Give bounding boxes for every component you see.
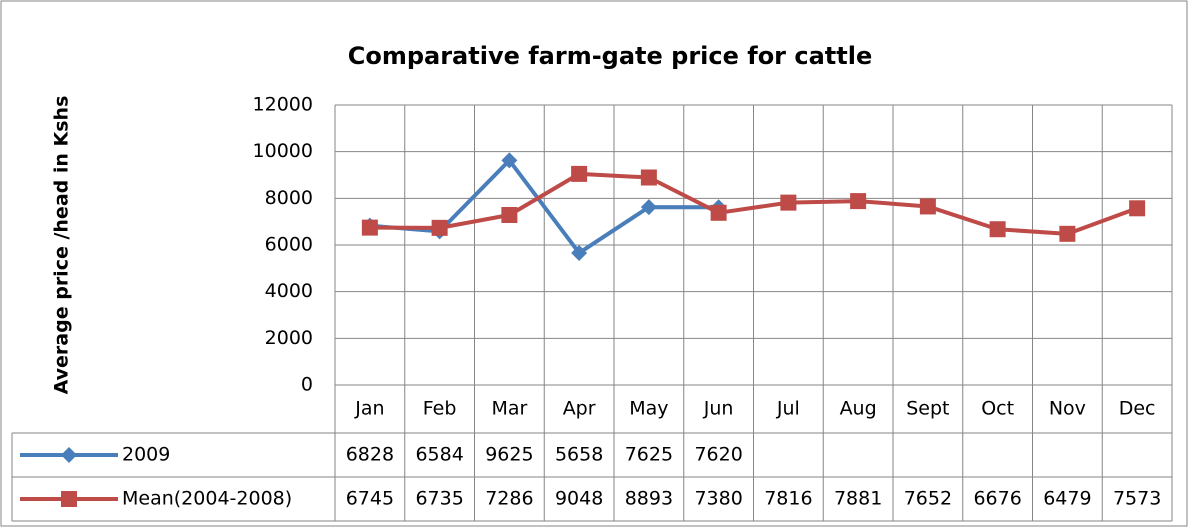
- x-tick-label: Dec: [1119, 398, 1156, 420]
- legend-label: Mean(2004-2008): [122, 488, 292, 510]
- series-marker: [640, 199, 657, 216]
- series-marker: [850, 193, 867, 210]
- x-tick-label: Feb: [423, 398, 457, 420]
- legend-marker: [61, 491, 77, 507]
- y-tick-label: 4000: [265, 280, 313, 302]
- series-marker: [501, 152, 518, 169]
- table-value: 9625: [485, 444, 533, 466]
- y-axis-title: Average price /head in Kshs: [51, 96, 73, 395]
- x-tick-label: Apr: [563, 398, 596, 420]
- y-tick-label: 8000: [265, 187, 313, 209]
- table-value: 7625: [625, 444, 673, 466]
- series-marker: [640, 169, 657, 186]
- table-value: 7620: [694, 444, 742, 466]
- table-value: 5658: [555, 444, 603, 466]
- series-marker: [1129, 200, 1146, 217]
- y-tick-label: 10000: [253, 140, 313, 162]
- table-value: 7573: [1113, 488, 1161, 510]
- x-tick-label: Jul: [776, 398, 800, 420]
- x-tick-label: Oct: [981, 398, 1014, 420]
- table-value: 6735: [415, 488, 463, 510]
- table-value: 6676: [973, 488, 1021, 510]
- legend-marker: [61, 447, 77, 463]
- table-value: 6745: [346, 488, 394, 510]
- y-tick-label: 12000: [253, 94, 313, 116]
- x-tick-label: Sept: [906, 398, 949, 420]
- series-marker: [710, 204, 727, 221]
- y-tick-label: 2000: [265, 327, 313, 349]
- series-line: [369, 158, 719, 255]
- table-value: 7881: [834, 488, 882, 510]
- series-marker: [571, 244, 588, 261]
- series-line: [369, 171, 1138, 236]
- table-value: 7380: [694, 488, 742, 510]
- series-marker: [431, 219, 448, 236]
- series-marker: [989, 221, 1006, 238]
- table-value: 7652: [904, 488, 952, 510]
- x-tick-label: Mar: [491, 398, 527, 420]
- table-value: 6584: [415, 444, 463, 466]
- y-tick-label: 0: [301, 374, 313, 396]
- y-tick-label: 6000: [265, 234, 313, 256]
- table-value: 8893: [625, 488, 673, 510]
- table-value: 6828: [346, 444, 394, 466]
- series-marker: [501, 206, 518, 223]
- series-marker: [571, 165, 588, 182]
- x-tick-label: Jan: [354, 398, 384, 420]
- series-marker: [361, 219, 378, 236]
- x-tick-label: Jun: [703, 398, 734, 420]
- table-value: 7816: [764, 488, 812, 510]
- table-value: 7286: [485, 488, 533, 510]
- table-value: 9048: [555, 488, 603, 510]
- chart-title: Comparative farm-gate price for cattle: [348, 42, 873, 70]
- legend-label: 2009: [122, 444, 170, 466]
- table-value: 6479: [1043, 488, 1091, 510]
- series-marker: [919, 198, 936, 215]
- series-marker: [1059, 225, 1076, 242]
- x-tick-label: Aug: [840, 398, 877, 420]
- series-marker: [780, 194, 797, 211]
- x-tick-label: Nov: [1049, 398, 1086, 420]
- x-tick-label: May: [629, 398, 668, 420]
